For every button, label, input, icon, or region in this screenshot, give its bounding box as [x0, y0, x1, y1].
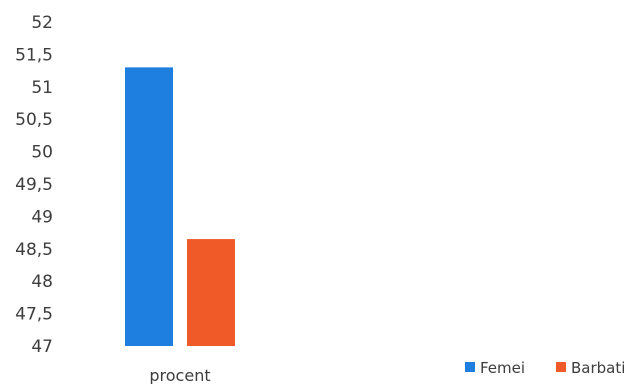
y-tick-label: 50 [31, 143, 53, 163]
bar-barbati [187, 239, 235, 346]
y-tick-label: 48,5 [15, 240, 53, 260]
bar-femei [125, 67, 173, 347]
legend-label-barbati: Barbati [571, 359, 625, 377]
y-axis: 47 47,5 48 48,5 49 49,5 50 50,5 51 51,5 52 [15, 13, 53, 357]
y-tick-label: 51,5 [15, 45, 53, 65]
y-tick-label: 50,5 [15, 110, 53, 130]
x-category-label: procent [149, 366, 210, 384]
y-tick-label: 52 [31, 13, 53, 33]
y-tick-label: 49,5 [15, 175, 53, 195]
legend-swatch-barbati [556, 362, 566, 372]
x-axis: procent [149, 366, 210, 384]
y-tick-label: 47 [31, 337, 53, 357]
legend-label-femei: Femei [480, 359, 525, 377]
y-tick-label: 48 [31, 272, 53, 292]
y-tick-label: 49 [31, 207, 53, 227]
bars [125, 67, 235, 347]
y-tick-label: 51 [31, 78, 53, 98]
legend-swatch-femei [465, 362, 475, 372]
legend: Femei Barbati [465, 359, 625, 377]
y-tick-label: 47,5 [15, 305, 53, 325]
